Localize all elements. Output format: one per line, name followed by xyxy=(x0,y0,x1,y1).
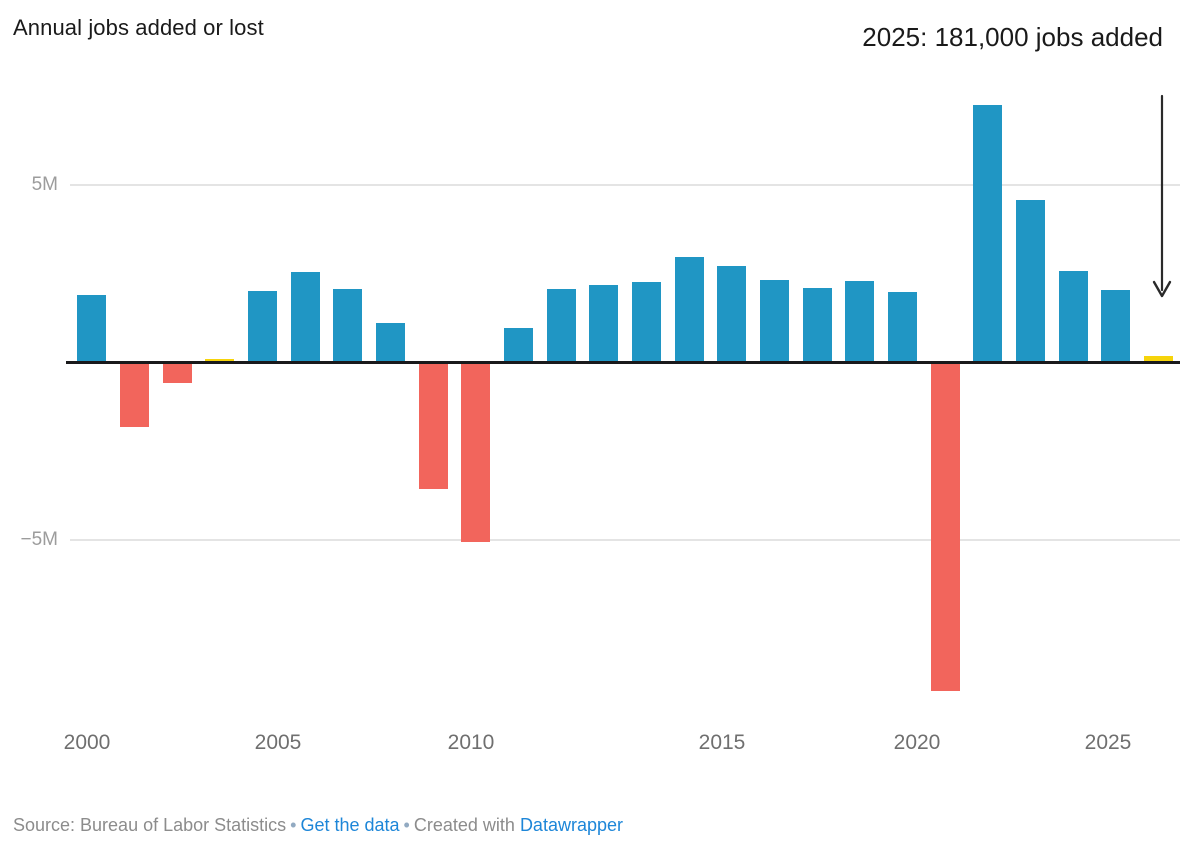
bar-2015[interactable] xyxy=(717,265,747,362)
x-axis-label-2020: 2020 xyxy=(893,731,941,754)
gridline--5m xyxy=(70,538,1180,541)
gridline-5m xyxy=(70,183,1180,186)
footer-separator: • xyxy=(290,815,297,835)
footer-separator: • xyxy=(403,815,410,835)
annotation-arrow-down-icon xyxy=(1152,94,1172,298)
bar-2005[interactable] xyxy=(290,271,320,362)
bar-2023[interactable] xyxy=(1058,271,1088,362)
bar-2019[interactable] xyxy=(887,292,917,362)
bar-2004[interactable] xyxy=(247,291,277,362)
x-axis-label-2000: 2000 xyxy=(63,731,111,754)
bar-2016[interactable] xyxy=(759,279,789,362)
datawrapper-link[interactable]: Datawrapper xyxy=(519,815,623,835)
x-axis-label-2025: 2025 xyxy=(1084,731,1132,754)
x-axis-label-2005: 2005 xyxy=(254,731,302,754)
bar-2014[interactable] xyxy=(674,256,704,362)
bar-2013[interactable] xyxy=(631,281,661,362)
source-text: Source: Bureau of Labor Statistics xyxy=(13,815,287,835)
bar-2020[interactable] xyxy=(930,363,960,692)
bar-2001[interactable] xyxy=(119,363,149,427)
zero-axis-line xyxy=(66,361,1180,364)
bar-2025[interactable] xyxy=(1143,355,1173,362)
y-axis-label-5m: 5M xyxy=(31,173,58,195)
annotation-2025-text: 2025: 181,000 jobs added xyxy=(862,22,1163,52)
y-axis-label--5m: −5M xyxy=(20,528,59,550)
bar-2018[interactable] xyxy=(845,280,875,362)
bar-2003[interactable] xyxy=(205,358,235,362)
x-axis-label-2010: 2010 xyxy=(447,731,495,754)
bar-2022[interactable] xyxy=(1015,200,1045,362)
chart-title: Annual jobs added or lost xyxy=(13,15,264,40)
created-with-text: Created with xyxy=(413,815,515,835)
bar-2024[interactable] xyxy=(1101,290,1131,362)
bar-2007[interactable] xyxy=(375,322,405,362)
bar-2012[interactable] xyxy=(589,285,619,362)
bar-2006[interactable] xyxy=(333,288,363,362)
bar-2017[interactable] xyxy=(802,287,832,362)
footer: Source: Bureau of Labor Statistics • Get t… xyxy=(13,815,623,836)
bar-2009[interactable] xyxy=(461,363,491,543)
bar-2021[interactable] xyxy=(973,104,1003,362)
bar-2000[interactable] xyxy=(77,294,107,363)
bar-2008[interactable] xyxy=(418,363,448,489)
bar-2002[interactable] xyxy=(162,363,192,383)
get-the-data-link[interactable]: Get the data xyxy=(300,815,400,835)
bar-2010[interactable] xyxy=(503,327,533,362)
bar-2011[interactable] xyxy=(546,289,576,362)
x-axis-label-2015: 2015 xyxy=(698,731,746,754)
